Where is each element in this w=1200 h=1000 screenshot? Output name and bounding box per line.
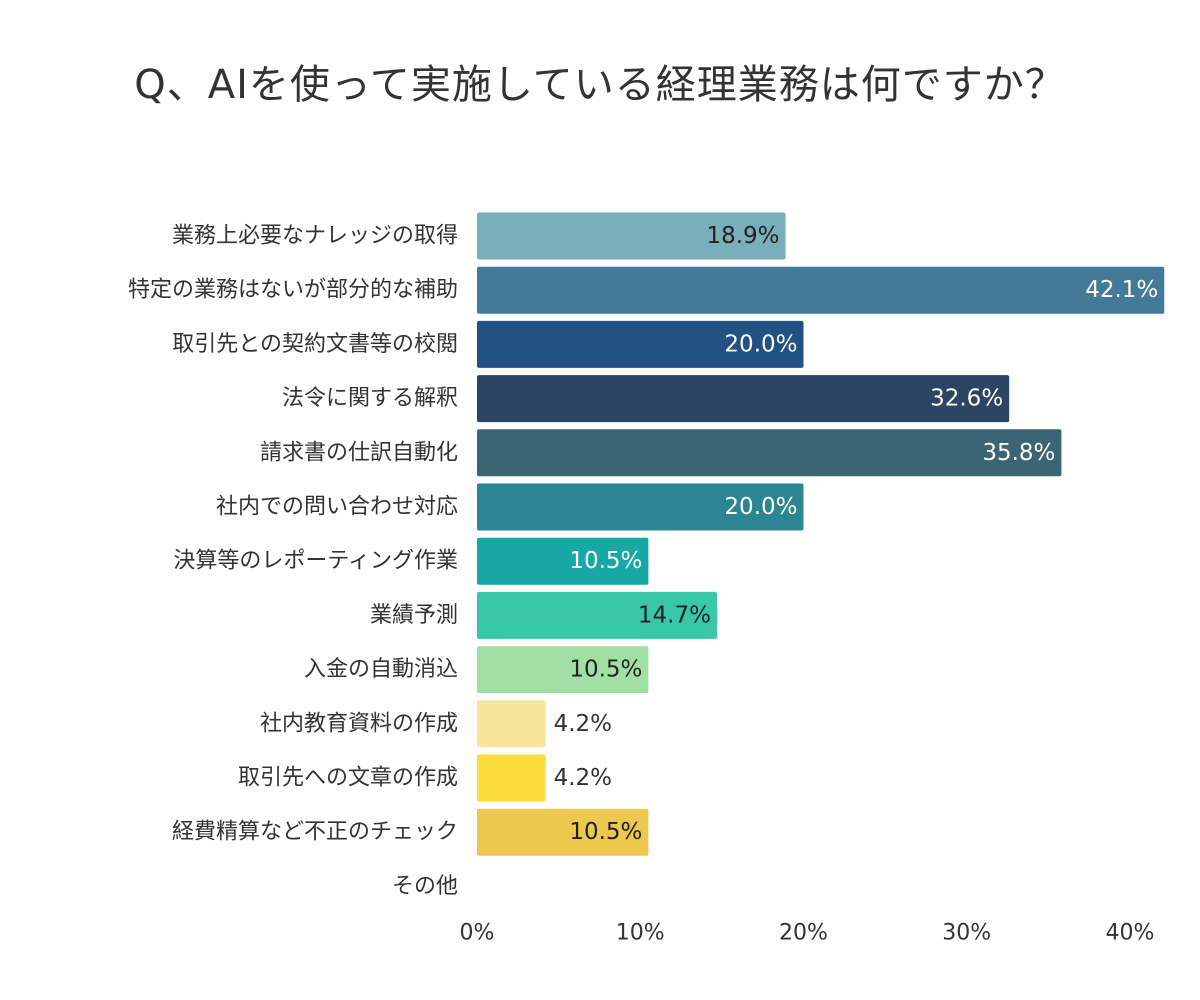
bar: [477, 483, 804, 531]
category-label: 社内教育資料の作成: [260, 711, 458, 736]
category-label: 決算等のレポーティング作業: [173, 549, 458, 574]
bar: [477, 646, 649, 694]
bars-group: [477, 212, 1165, 856]
bar-value-label: 4.2%: [554, 765, 612, 791]
x-tick-label: 0%: [460, 921, 495, 946]
category-label: 法令に関する解釈: [282, 386, 458, 411]
bar-value-label: 10.5%: [569, 819, 642, 845]
x-tick-label: 40%: [1106, 921, 1155, 946]
bar-value-label: 35.8%: [982, 440, 1055, 466]
bar-value-label: 42.1%: [1085, 277, 1158, 303]
category-label: 経費精算など不正のチェック: [172, 820, 458, 845]
x-tick-label: 10%: [616, 921, 665, 946]
bar: [477, 808, 649, 856]
bar-value-label: 32.6%: [930, 386, 1003, 412]
bar: [477, 754, 546, 802]
category-label: 入金の自動消込: [304, 657, 458, 682]
bar-value-label: 18.9%: [706, 223, 779, 249]
bar: [477, 375, 1010, 423]
category-labels: 業務上必要なナレッジの取得特定の業務はないが部分的な補助取引先との契約文書等の校…: [128, 224, 458, 899]
bar-value-label: 20.0%: [724, 494, 797, 520]
category-label: 取引先との契約文書等の校閲: [172, 332, 458, 357]
category-label: 業績予測: [370, 603, 458, 628]
category-label: 特定の業務はないが部分的な補助: [128, 278, 458, 303]
category-label: 取引先への文章の作成: [238, 766, 458, 791]
category-label: その他: [392, 874, 458, 899]
bar: [477, 429, 1062, 477]
chart-title: Q、AIを使って実施している経理業務は何ですか？: [134, 62, 1066, 108]
bar: [477, 212, 786, 260]
bar-value-label: 4.2%: [554, 711, 612, 737]
bar-value-label: 20.0%: [724, 331, 797, 357]
bar: [477, 537, 649, 585]
category-label: 請求書の仕訳自動化: [260, 440, 458, 465]
x-axis-ticks: 0% 10% 20% 30% 40%: [460, 921, 1155, 946]
bar: [477, 266, 1165, 314]
bar-value-label: 10.5%: [569, 657, 642, 683]
category-label: 社内での問い合わせ対応: [216, 495, 458, 520]
bar: [477, 591, 717, 639]
x-tick-label: 30%: [942, 921, 991, 946]
bar-value-label: 10.5%: [569, 548, 642, 574]
bar: [477, 320, 804, 368]
bar: [477, 700, 546, 748]
value-labels: 18.9% 42.1% 20.0% 32.6% 35.8% 20.0% 10.5% 14.7%…: [554, 223, 1159, 845]
bar-value-label: 14.7%: [638, 602, 711, 628]
x-tick-label: 20%: [779, 921, 828, 946]
category-label: 業務上必要なナレッジの取得: [172, 224, 458, 249]
